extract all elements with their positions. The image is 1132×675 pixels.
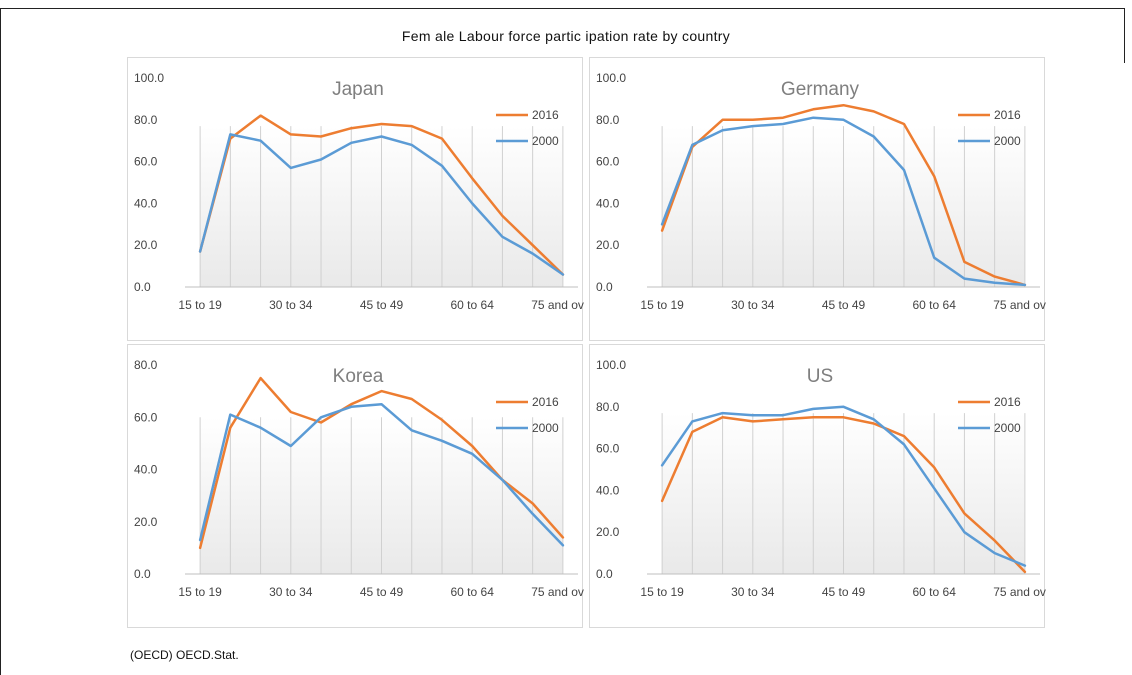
chart-title: Korea <box>333 366 384 387</box>
frame-left-border <box>0 8 1 675</box>
x-tick-label: 15 to 19 <box>178 298 222 312</box>
y-tick-label: 60.0 <box>134 410 158 424</box>
legend-label-2016: 2016 <box>994 395 1021 409</box>
y-tick-label: 0.0 <box>596 567 613 581</box>
x-tick-label: 15 to 19 <box>640 585 684 599</box>
y-tick-label: 0.0 <box>596 280 613 294</box>
x-tick-label: 30 to 34 <box>269 298 313 312</box>
y-tick-label: 20.0 <box>134 515 158 529</box>
legend-label-2016: 2016 <box>532 395 559 409</box>
y-tick-label: 40.0 <box>596 196 620 210</box>
x-tick-label: 30 to 34 <box>731 585 775 599</box>
x-tick-label: 60 to 64 <box>913 298 957 312</box>
y-tick-label: 60.0 <box>596 442 620 456</box>
y-tick-label: 20.0 <box>596 238 620 252</box>
series-line-2016 <box>660 103 1027 287</box>
x-tick-label: 60 to 64 <box>913 585 957 599</box>
y-tick-label: 80.0 <box>596 113 620 127</box>
legend-label-2000: 2000 <box>994 421 1021 435</box>
y-tick-label: 0.0 <box>134 567 151 581</box>
x-tick-label: 60 to 64 <box>451 585 495 599</box>
chart-title: Germany <box>781 79 860 100</box>
figure-title: Fem ale Labour force partic ipation rate… <box>401 28 731 44</box>
x-tick-label: 45 to 49 <box>822 585 866 599</box>
y-tick-label: 80.0 <box>134 113 158 127</box>
legend-label-2000: 2000 <box>532 134 559 148</box>
y-tick-label: 100.0 <box>134 71 164 85</box>
x-tick-label: 45 to 49 <box>822 298 866 312</box>
legend-label-2016: 2016 <box>532 108 559 122</box>
y-tick-label: 20.0 <box>596 525 620 539</box>
chart-svg: 0.0 20.0 40.0 60.0 80.0 100.0 15 to 19 30 to 34… <box>596 71 1046 312</box>
x-tick-label: 15 to 19 <box>178 585 222 599</box>
chart-svg: 0.0 20.0 40.0 60.0 80.0 100.0 15 to 19 30 to 34… <box>134 71 584 312</box>
chart-title: US <box>807 366 833 387</box>
chart-title: Japan <box>332 79 384 100</box>
x-tick-label: 30 to 34 <box>731 298 775 312</box>
y-tick-label: 80.0 <box>134 358 158 372</box>
y-tick-label: 0.0 <box>134 280 151 294</box>
y-tick-label: 100.0 <box>596 358 626 372</box>
y-tick-label: 40.0 <box>134 196 158 210</box>
x-tick-label: 75 and over <box>531 585 584 599</box>
series-line-2000 <box>660 405 1027 567</box>
legend-label-2016: 2016 <box>994 108 1021 122</box>
y-tick-label: 40.0 <box>596 483 620 497</box>
y-tick-label: 40.0 <box>134 463 158 477</box>
x-tick-label: 45 to 49 <box>360 298 404 312</box>
y-tick-label: 60.0 <box>134 155 158 169</box>
chart-panel-germany: 0.0 20.0 40.0 60.0 80.0 100.0 15 to 19 30 to 34… <box>589 57 1046 341</box>
x-tick-label: 30 to 34 <box>269 585 313 599</box>
legend-label-2000: 2000 <box>994 134 1021 148</box>
x-tick-label: 60 to 64 <box>451 298 495 312</box>
frame-right-border <box>1124 8 1125 63</box>
chart-svg: 0.0 20.0 40.0 60.0 80.0 15 to 19 30 to 34 45 to… <box>134 358 584 599</box>
legend-label-2000: 2000 <box>532 421 559 435</box>
series-line-2000 <box>660 116 1027 287</box>
x-tick-label: 75 and over <box>993 298 1046 312</box>
frame-top-border <box>0 8 1124 9</box>
x-tick-label: 75 and over <box>531 298 584 312</box>
x-tick-label: 45 to 49 <box>360 585 404 599</box>
y-tick-label: 60.0 <box>596 155 620 169</box>
source-note: (OECD) OECD.Stat. <box>130 648 239 662</box>
series-line-2016 <box>660 416 1027 574</box>
x-tick-label: 15 to 19 <box>640 298 684 312</box>
chart-svg: 0.0 20.0 40.0 60.0 80.0 100.0 15 to 19 30 to 34… <box>596 358 1046 599</box>
series-line-2000 <box>198 133 565 276</box>
series-line-2016 <box>198 114 565 276</box>
y-tick-label: 20.0 <box>134 238 158 252</box>
y-tick-label: 100.0 <box>596 71 626 85</box>
chart-panel-korea: 0.0 20.0 40.0 60.0 80.0 15 to 19 30 to 34 45 to… <box>127 344 584 628</box>
y-tick-label: 80.0 <box>596 400 620 414</box>
x-tick-label: 75 and over <box>993 585 1046 599</box>
chart-panel-japan: 0.0 20.0 40.0 60.0 80.0 100.0 15 to 19 30 to 34… <box>127 57 584 341</box>
chart-panel-us: 0.0 20.0 40.0 60.0 80.0 100.0 15 to 19 30 to 34… <box>589 344 1046 628</box>
series-line-2000 <box>198 402 565 547</box>
